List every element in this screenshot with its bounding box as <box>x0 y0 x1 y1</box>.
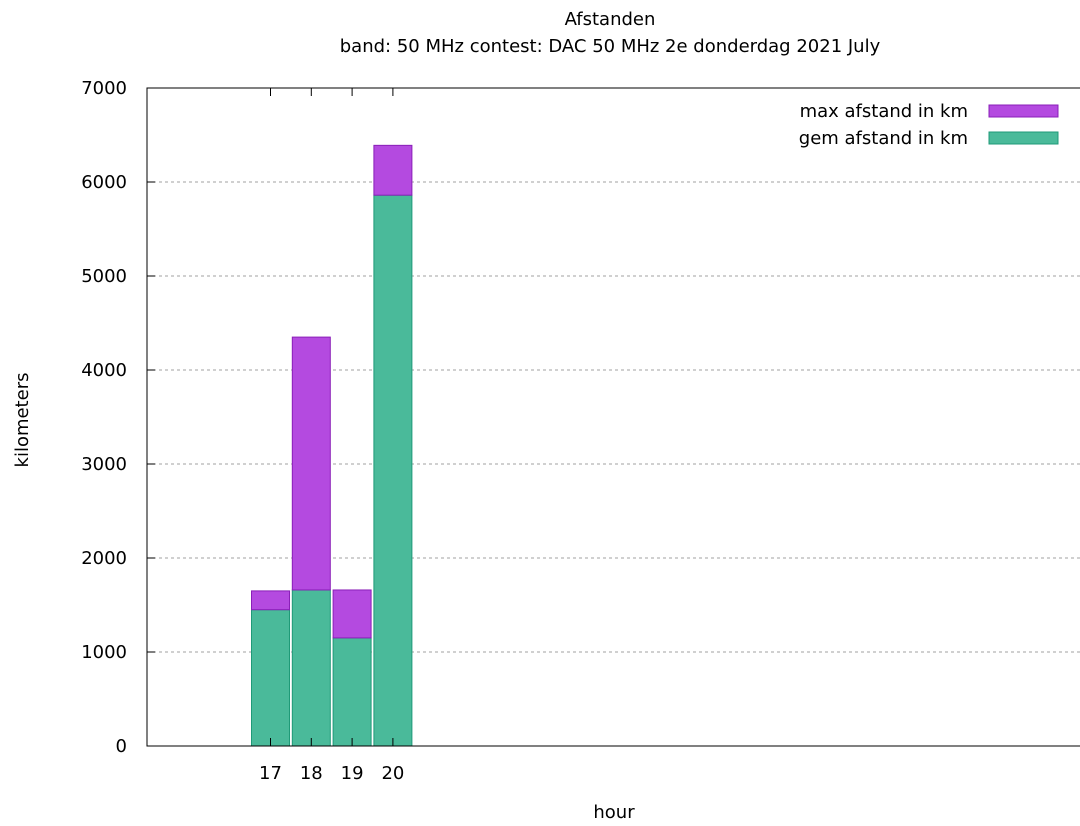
bar-max-afstand <box>251 590 290 611</box>
legend: max afstand in km gem afstand in km <box>799 101 1059 149</box>
x-axis: 17 18 19 20 <box>259 88 404 784</box>
legend-swatch <box>988 131 1059 145</box>
x-axis-label: hour <box>593 802 635 823</box>
bar-gem-afstand <box>291 589 331 747</box>
bar-gem-afstand <box>373 194 413 747</box>
legend-label: max afstand in km <box>800 101 968 122</box>
y-tick-label: 7000 <box>81 78 127 99</box>
bar-max-afstand <box>332 589 372 639</box>
y-tick-label: 1000 <box>81 642 127 663</box>
x-tick-label: 19 <box>341 763 364 784</box>
legend-swatch <box>988 104 1059 118</box>
y-tick-label: 5000 <box>81 266 127 287</box>
bar-gem-afstand <box>251 609 290 747</box>
x-tick-label: 17 <box>259 763 282 784</box>
chart-title: Afstanden <box>565 9 656 30</box>
x-tick-label: 18 <box>300 763 323 784</box>
bar-max-afstand <box>373 144 413 196</box>
grid-lines <box>147 181 1080 653</box>
y-axis: 0 1000 2000 3000 4000 5000 6000 7000 <box>81 78 155 757</box>
bars <box>251 144 413 747</box>
bar-max-afstand <box>291 336 331 591</box>
y-tick-label: 0 <box>116 736 127 757</box>
bar-gem-afstand <box>332 637 372 747</box>
plot-frame <box>146 87 1080 747</box>
y-axis-label: kilometers <box>12 373 33 468</box>
y-tick-label: 3000 <box>81 454 127 475</box>
y-tick-label: 4000 <box>81 360 127 381</box>
y-tick-label: 2000 <box>81 548 127 569</box>
legend-label: gem afstand in km <box>799 128 968 149</box>
y-tick-label: 6000 <box>81 172 127 193</box>
x-tick-label: 20 <box>381 763 404 784</box>
chart-subtitle: band: 50 MHz contest: DAC 50 MHz 2e dond… <box>340 36 881 57</box>
